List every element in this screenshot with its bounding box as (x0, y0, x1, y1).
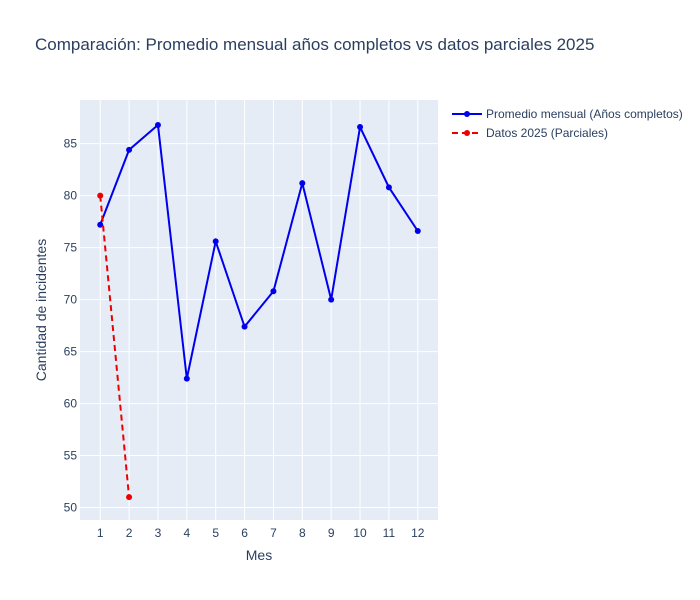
legend-label-1: Datos 2025 (Parciales) (486, 126, 608, 140)
data-point-0-6 (270, 288, 277, 295)
data-point-1-0 (97, 192, 104, 199)
grid (80, 100, 438, 520)
legend: Promedio mensual (Años completos) Datos 2… (452, 107, 683, 140)
y-tick-label: 70 (64, 293, 78, 307)
legend-marker-1 (464, 130, 470, 136)
data-point-0-1 (126, 146, 133, 153)
y-tick-label: 80 (64, 189, 78, 203)
x-tick-label: 5 (212, 526, 219, 540)
data-point-0-10 (385, 184, 392, 191)
x-tick-label: 6 (241, 526, 248, 540)
legend-label-0: Promedio mensual (Años completos) (486, 107, 683, 121)
chart-title: Comparación: Promedio mensual años compl… (35, 35, 594, 54)
x-tick-label: 11 (383, 526, 396, 540)
x-tick-label: 2 (126, 526, 133, 540)
legend-marker-0 (464, 111, 470, 117)
data-point-0-5 (241, 323, 248, 330)
y-axis-title: Cantidad de incidentes (33, 239, 49, 381)
series-layer (97, 121, 421, 501)
data-point-0-2 (154, 121, 161, 128)
data-point-0-11 (414, 227, 421, 234)
y-tick-label: 85 (64, 137, 78, 151)
data-point-0-7 (299, 180, 306, 187)
x-tick-label: 12 (411, 526, 425, 540)
x-tick-label: 10 (353, 526, 367, 540)
x-axis-title: Mes (246, 547, 272, 563)
data-point-0-4 (212, 238, 219, 245)
x-tick-label: 1 (97, 526, 104, 540)
data-point-0-8 (328, 296, 335, 303)
x-tick-label: 4 (183, 526, 190, 540)
y-tick-label: 75 (64, 241, 78, 255)
x-tick-label: 3 (155, 526, 162, 540)
x-tick-label: 9 (328, 526, 335, 540)
y-tick-label: 50 (64, 501, 78, 515)
series-line-1 (99, 195, 131, 498)
data-point-1-1 (126, 494, 133, 501)
data-point-0-3 (183, 375, 190, 382)
y-tick-label: 60 (64, 397, 78, 411)
y-tick-label: 65 (64, 345, 78, 359)
y-tick-label: 55 (64, 449, 78, 463)
x-tick-label: 8 (299, 526, 306, 540)
series-line-0 (99, 122, 419, 379)
data-point-0-0 (97, 221, 104, 228)
data-point-0-9 (357, 124, 364, 131)
x-tick-label: 7 (270, 526, 277, 540)
